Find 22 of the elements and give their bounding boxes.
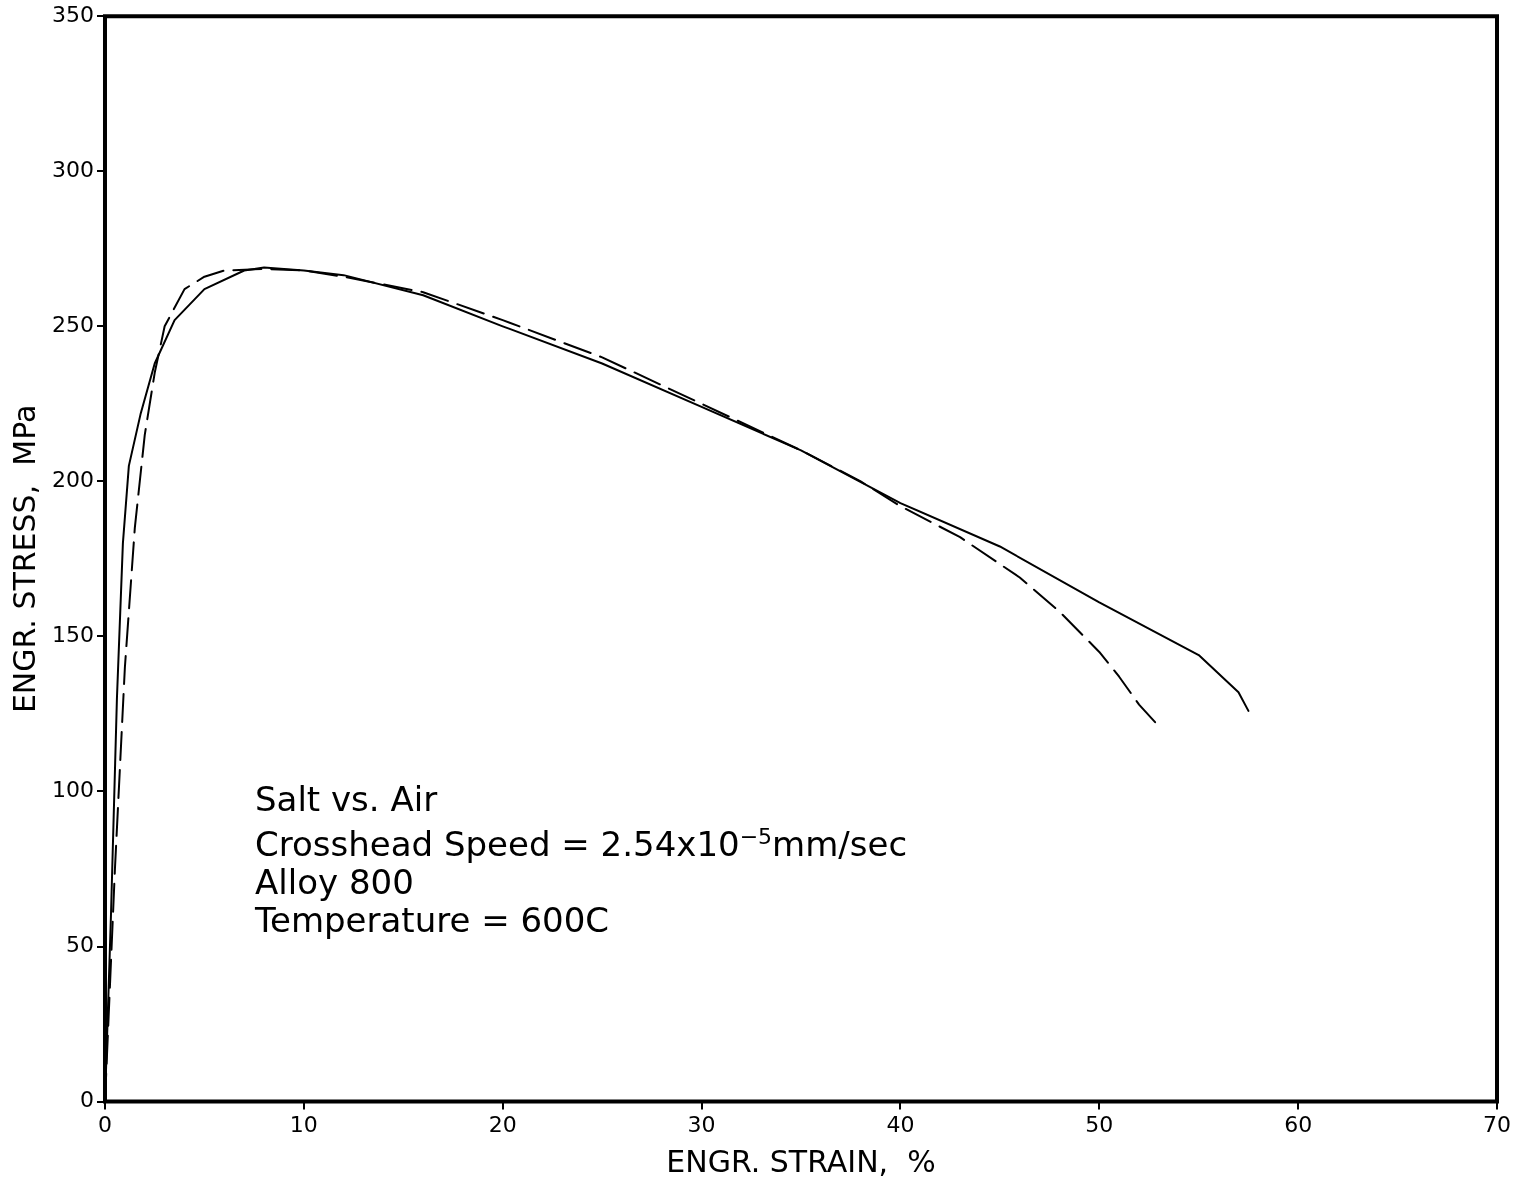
- y-tick-label: 50: [65, 932, 94, 958]
- x-tick-label: 50: [1085, 1111, 1114, 1137]
- y-tick-label: 100: [51, 777, 94, 803]
- y-tick-label: 250: [51, 312, 94, 338]
- x-tick-label: 0: [97, 1111, 112, 1137]
- y-tick-label: 350: [51, 1, 94, 27]
- y-tick-label: 200: [51, 467, 94, 493]
- x-tick-label: 40: [886, 1111, 915, 1137]
- annotation: Alloy 800: [255, 862, 415, 903]
- annotation: Crosshead Speed = 2.54x10$^{−5}$mm/sec: [255, 823, 908, 865]
- y-tick-label: 0: [79, 1087, 94, 1113]
- x-axis-title: ENGR. STRAIN, %: [666, 1143, 936, 1179]
- x-tick-label: 10: [289, 1111, 318, 1137]
- y-tick-label: 150: [51, 622, 94, 648]
- y-axis-title: ENGR. STRESS, MPa: [6, 404, 42, 714]
- annotation: Salt vs. Air: [255, 779, 439, 819]
- x-tick-label: 70: [1483, 1111, 1511, 1137]
- x-tick-label: 30: [687, 1111, 716, 1137]
- annotation: Temperature = 600C: [255, 900, 611, 941]
- x-tick-label: 60: [1284, 1111, 1313, 1137]
- y-tick-label: 300: [51, 156, 94, 182]
- x-tick-label: 20: [488, 1111, 517, 1137]
